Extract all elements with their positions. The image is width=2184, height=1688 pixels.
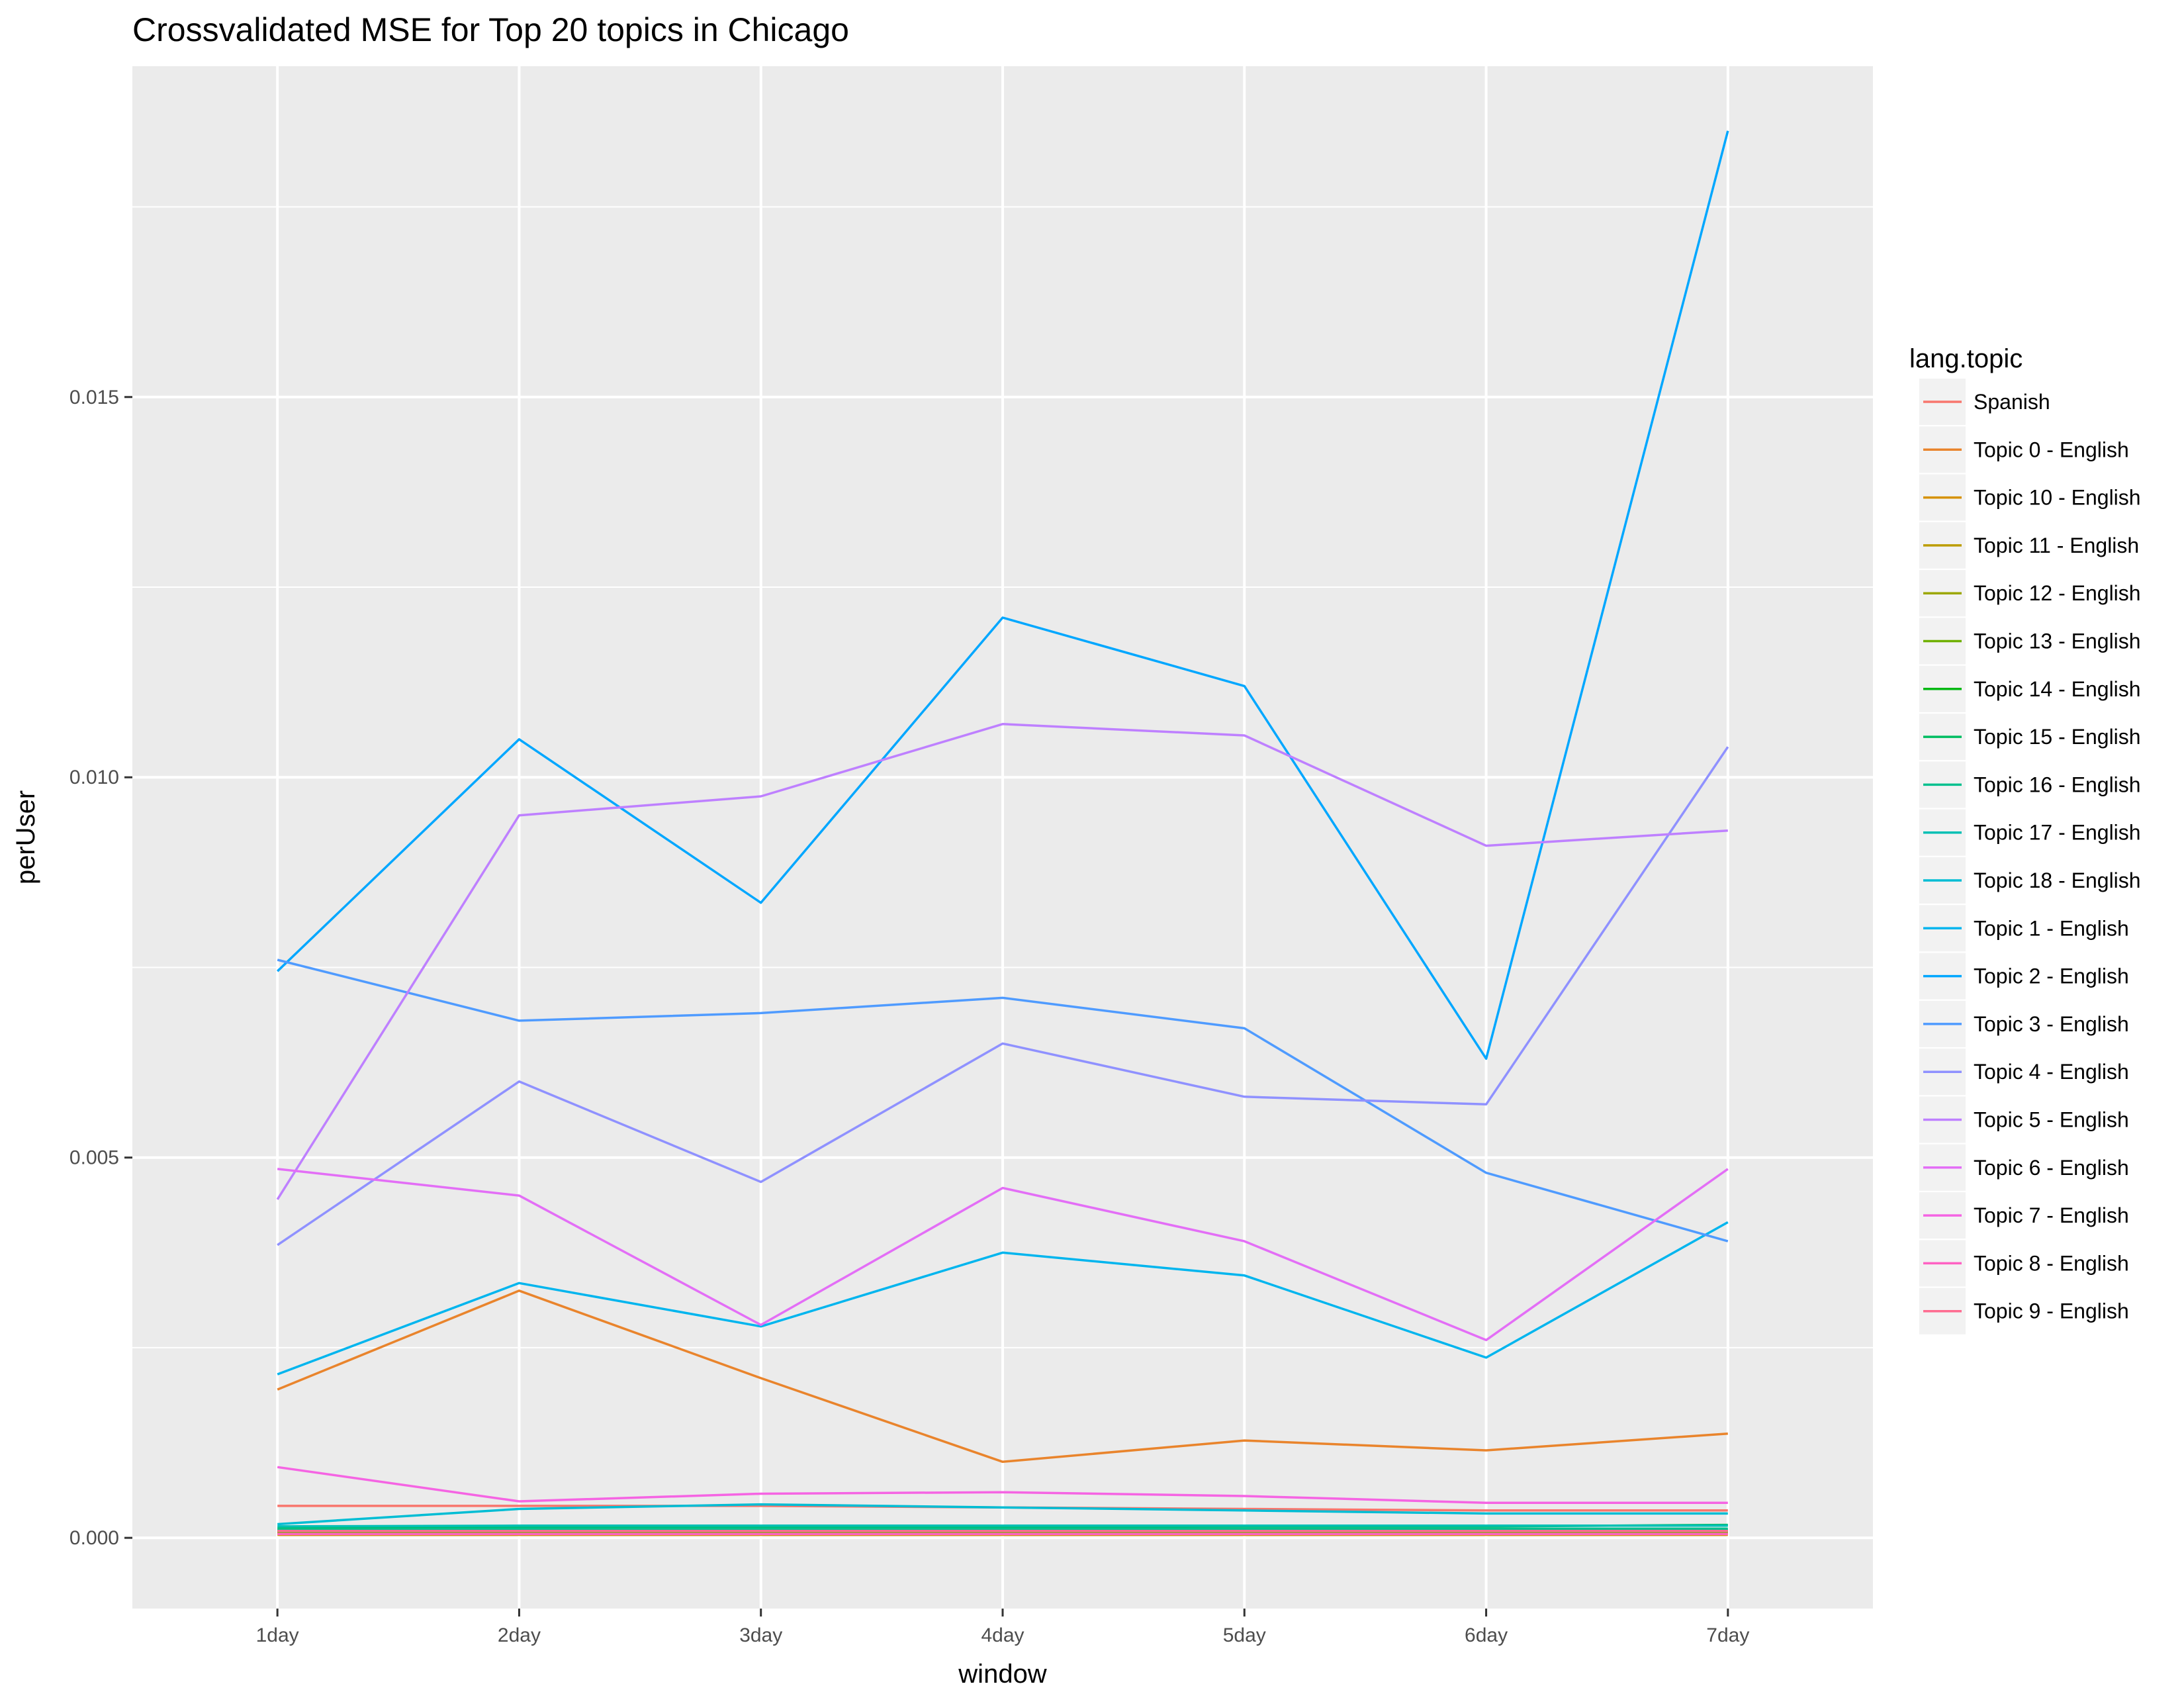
x-tick-label: 5day <box>1223 1624 1266 1646</box>
legend-item: Topic 6 - English <box>1919 1144 2129 1191</box>
series-line <box>276 130 1729 1060</box>
series-line <box>277 1289 1728 1464</box>
legend-item: Topic 16 - English <box>1919 761 2141 808</box>
series-line <box>277 1221 1729 1376</box>
legend-label: Topic 3 - English <box>1974 1012 2129 1036</box>
legend-item: Topic 9 - English <box>1919 1288 2129 1335</box>
legend-label: Topic 1 - English <box>1974 916 2129 940</box>
x-tick-label: 4day <box>981 1624 1024 1646</box>
series-lines <box>276 130 1729 1536</box>
legend-item: Topic 17 - English <box>1919 809 2141 856</box>
legend-item: Topic 15 - English <box>1919 714 2141 761</box>
grid-major <box>132 66 1873 1609</box>
legend-label: Topic 18 - English <box>1974 868 2141 892</box>
x-axis-title: window <box>958 1660 1047 1688</box>
chart-title: Crossvalidated MSE for Top 20 topics in … <box>132 11 849 48</box>
legend-item: Topic 5 - English <box>1919 1096 2129 1143</box>
y-axis: 0.000 0.005 0.010 0.015 <box>69 387 132 1549</box>
legend-item: Topic 4 - English <box>1919 1049 2129 1096</box>
legend-item: Topic 2 - English <box>1919 953 2129 1000</box>
legend-label: Topic 15 - English <box>1974 725 2141 749</box>
legend-label: Topic 2 - English <box>1974 964 2129 988</box>
x-tick-label: 1day <box>256 1624 299 1646</box>
legend-item: Topic 11 - English <box>1919 522 2139 569</box>
series-line <box>277 959 1729 1243</box>
legend-item: Topic 14 - English <box>1919 665 2141 712</box>
legend-item: Topic 8 - English <box>1919 1240 2129 1287</box>
legend-title: lang.topic <box>1909 344 2023 373</box>
series-line <box>277 1168 1729 1342</box>
legend-label: Topic 14 - English <box>1974 677 2141 701</box>
series-line <box>277 1503 1728 1526</box>
legend-label: Topic 16 - English <box>1974 773 2141 796</box>
legend-label: Topic 5 - English <box>1974 1108 2129 1132</box>
series-line <box>277 746 1729 1246</box>
series-line <box>276 723 1728 1200</box>
y-tick-label: 0.015 <box>69 387 119 408</box>
y-tick-label: 0.000 <box>69 1527 119 1549</box>
legend-label: Topic 0 - English <box>1974 438 2129 461</box>
legend-label: Topic 12 - English <box>1974 581 2141 605</box>
series-line <box>277 1466 1728 1505</box>
legend-item: Spanish <box>1919 379 2050 425</box>
y-tick-label: 0.010 <box>69 767 119 788</box>
legend-item: Topic 3 - English <box>1919 1000 2129 1047</box>
legend-label: Topic 17 - English <box>1974 821 2141 845</box>
legend: lang.topic Spanish Topic 0 - English Topic… <box>1909 344 2141 1335</box>
legend-label: Topic 4 - English <box>1974 1060 2129 1084</box>
x-tick-label: 6day <box>1465 1624 1508 1646</box>
legend-item: Topic 13 - English <box>1919 618 2141 665</box>
legend-label: Topic 6 - English <box>1974 1156 2129 1180</box>
legend-items: Spanish Topic 0 - English Topic 10 - Engli… <box>1919 379 2141 1335</box>
legend-label: Topic 13 - English <box>1974 630 2141 653</box>
legend-item: Topic 1 - English <box>1919 905 2129 952</box>
legend-label: Topic 10 - English <box>1974 486 2141 510</box>
x-tick-label: 7day <box>1706 1624 1749 1646</box>
y-axis-title: perUser <box>11 790 40 884</box>
legend-item: Topic 10 - English <box>1919 474 2141 521</box>
legend-label: Topic 7 - English <box>1974 1203 2129 1227</box>
x-tick-label: 2day <box>498 1624 541 1646</box>
series-line <box>277 1527 1728 1531</box>
legend-item: Topic 12 - English <box>1919 570 2141 617</box>
legend-label: Spanish <box>1974 390 2050 414</box>
y-tick-label: 0.005 <box>69 1147 119 1169</box>
x-axis: 1day 2day 3day 4day 5day 6day 7day <box>256 1609 1749 1646</box>
legend-label: Topic 8 - English <box>1974 1251 2129 1275</box>
legend-label: Topic 11 - English <box>1974 534 2139 557</box>
legend-label: Topic 9 - English <box>1974 1299 2129 1323</box>
legend-item: Topic 0 - English <box>1919 426 2129 473</box>
x-tick-label: 3day <box>739 1624 782 1646</box>
legend-item: Topic 7 - English <box>1919 1192 2129 1239</box>
legend-item: Topic 18 - English <box>1919 857 2141 904</box>
